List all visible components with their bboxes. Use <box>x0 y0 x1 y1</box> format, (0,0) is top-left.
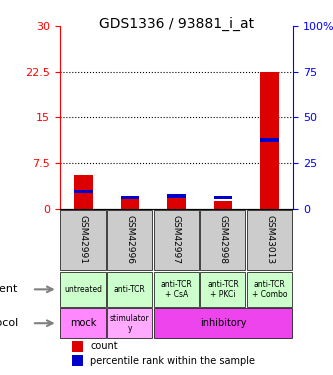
FancyBboxPatch shape <box>154 272 199 307</box>
FancyBboxPatch shape <box>60 272 106 307</box>
FancyBboxPatch shape <box>107 210 152 270</box>
Bar <box>72 355 83 366</box>
Text: mock: mock <box>70 318 97 328</box>
Bar <box>214 201 232 208</box>
FancyBboxPatch shape <box>60 308 106 338</box>
Text: percentile rank within the sample: percentile rank within the sample <box>90 356 255 366</box>
Bar <box>260 72 279 209</box>
FancyBboxPatch shape <box>200 210 245 270</box>
FancyBboxPatch shape <box>107 308 152 338</box>
Text: GDS1336 / 93881_i_at: GDS1336 / 93881_i_at <box>99 17 254 31</box>
Bar <box>121 196 139 200</box>
Bar <box>214 196 232 200</box>
Bar <box>121 200 139 208</box>
FancyBboxPatch shape <box>60 210 106 270</box>
FancyBboxPatch shape <box>154 210 199 270</box>
Text: count: count <box>90 341 118 351</box>
Text: anti-TCR
+ Combo: anti-TCR + Combo <box>252 280 287 299</box>
FancyBboxPatch shape <box>247 210 292 270</box>
Text: anti-TCR
+ CsA: anti-TCR + CsA <box>161 280 192 299</box>
Text: GSM42991: GSM42991 <box>79 215 88 264</box>
Text: untreated: untreated <box>64 285 102 294</box>
Bar <box>72 341 83 352</box>
FancyBboxPatch shape <box>200 272 245 307</box>
Text: protocol: protocol <box>0 318 18 328</box>
Text: GSM42998: GSM42998 <box>218 215 228 264</box>
Text: GSM42996: GSM42996 <box>125 215 135 264</box>
Bar <box>260 138 279 142</box>
Text: GSM43013: GSM43013 <box>265 215 274 264</box>
Bar <box>167 194 186 198</box>
Bar <box>167 196 186 208</box>
Bar <box>74 190 93 194</box>
FancyBboxPatch shape <box>107 272 152 307</box>
Text: stimulator
y: stimulator y <box>110 314 150 333</box>
FancyBboxPatch shape <box>154 308 292 338</box>
FancyBboxPatch shape <box>247 272 292 307</box>
Text: anti-TCR
+ PKCi: anti-TCR + PKCi <box>207 280 239 299</box>
Text: agent: agent <box>0 284 18 294</box>
Text: anti-TCR: anti-TCR <box>114 285 146 294</box>
Text: inhibitory: inhibitory <box>200 318 246 328</box>
Text: GSM42997: GSM42997 <box>172 215 181 264</box>
Bar <box>74 175 93 208</box>
